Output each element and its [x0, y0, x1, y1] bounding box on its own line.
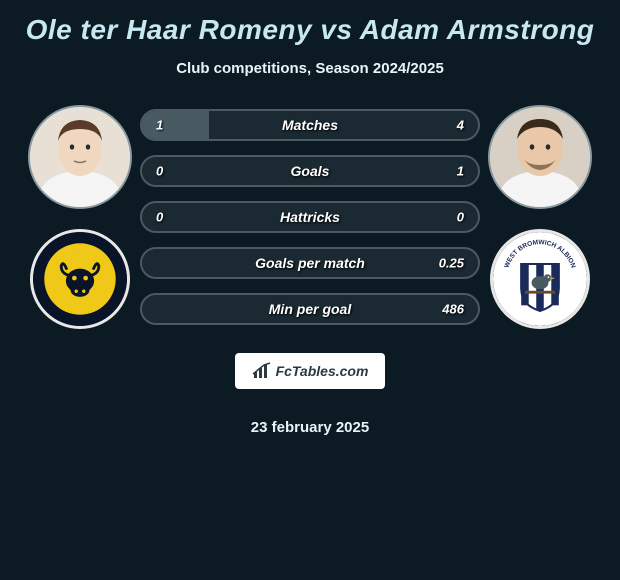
stat-bar: 0 Goals 1	[140, 155, 480, 187]
player-right-club-badge: WEST BROMWICH ALBION	[490, 229, 590, 329]
stat-left-value: 1	[156, 118, 163, 133]
stat-label: Hattricks	[280, 209, 340, 225]
stat-bar: Min per goal 486	[140, 293, 480, 325]
stat-right-value: 486	[442, 302, 464, 317]
player-left-club-badge: OXFORD UNITED	[30, 229, 130, 329]
left-column: OXFORD UNITED	[20, 105, 140, 329]
stat-left-value: 0	[156, 164, 163, 179]
stat-fill	[142, 111, 209, 139]
stat-label: Matches	[282, 117, 338, 133]
stat-right-value: 0	[457, 210, 464, 225]
chart-icon	[252, 362, 272, 380]
stat-right-value: 1	[457, 164, 464, 179]
comparison-card: Ole ter Haar Romeny vs Adam Armstrong Cl…	[0, 0, 620, 436]
stat-bar: 0 Hattricks 0	[140, 201, 480, 233]
stat-bar: 1 Matches 4	[140, 109, 480, 141]
footer-date: 23 february 2025	[251, 419, 369, 436]
player-right-photo-svg	[490, 107, 590, 207]
stat-bar: Goals per match 0.25	[140, 247, 480, 279]
stat-label: Goals per match	[255, 255, 365, 271]
stat-right-value: 4	[457, 118, 464, 133]
stat-right-value: 0.25	[439, 256, 464, 271]
branding-text: FcTables.com	[276, 363, 369, 379]
oxford-badge-icon: OXFORD UNITED	[33, 229, 127, 329]
stat-label: Goals	[291, 163, 330, 179]
page-subtitle: Club competitions, Season 2024/2025	[176, 60, 444, 77]
page-title: Ole ter Haar Romeny vs Adam Armstrong	[26, 14, 595, 46]
stats-column: 1 Matches 4 0 Goals 1 0 Hattricks 0 Goal…	[140, 105, 480, 436]
wba-badge-icon: WEST BROMWICH ALBION	[493, 229, 587, 329]
player-left-photo	[28, 105, 132, 209]
stat-left-value: 0	[156, 210, 163, 225]
right-column: WEST BROMWICH ALBION	[480, 105, 600, 329]
main-area: OXFORD UNITED 1 Matches 4	[0, 105, 620, 436]
player-left-photo-svg	[30, 107, 130, 207]
branding-box: FcTables.com	[235, 353, 385, 389]
player-right-photo	[488, 105, 592, 209]
stat-label: Min per goal	[269, 301, 351, 317]
